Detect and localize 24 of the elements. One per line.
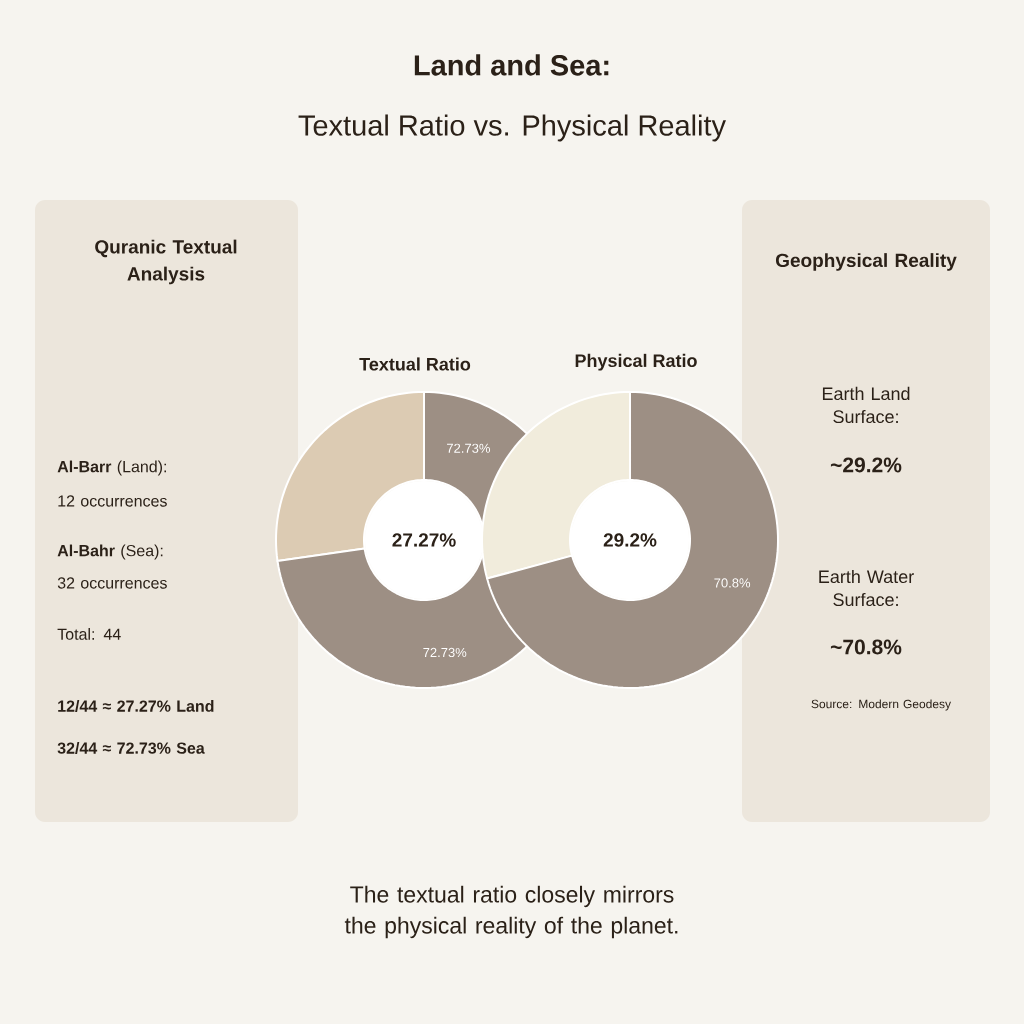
source-note: Source: Modern Geodesy (811, 699, 952, 711)
text: ~70.8% (830, 639, 902, 655)
text: 27.27% (392, 533, 456, 547)
text: Earth Land Surface: (822, 386, 910, 424)
text: The textual ratio closely mirrors the physical reality of the planet. (344, 885, 678, 939)
text: Geophysical Reality (775, 253, 957, 271)
text: 12/44 ≈ 27.27% Land (58, 700, 214, 712)
text: 12 occurrences (58, 495, 167, 507)
text: 72.73% (423, 647, 467, 658)
text: Quranic Textual Analysis (95, 239, 237, 285)
data-label: 70.8% (714, 578, 751, 588)
text: Land and Sea: (414, 54, 609, 76)
data-label: 72.73% (447, 443, 490, 453)
text: Textual Ratio vs. Physical Reality (298, 114, 726, 142)
text: Earth Water Surface: (819, 569, 914, 607)
chart-title: Textual Ratio (359, 357, 471, 371)
text: 32 occurrences (57, 577, 167, 589)
text: 29.2% (603, 533, 657, 547)
text: Al-Barr (Land): (57, 460, 166, 476)
chart-title: Physical Ratio (575, 353, 697, 371)
text: ~29.2% (830, 457, 902, 473)
text: 32/44 ≈ 72.73% Sea (57, 742, 205, 754)
text: Total: 44 (57, 628, 121, 640)
text: Al-Bahr (Sea): (57, 544, 163, 560)
